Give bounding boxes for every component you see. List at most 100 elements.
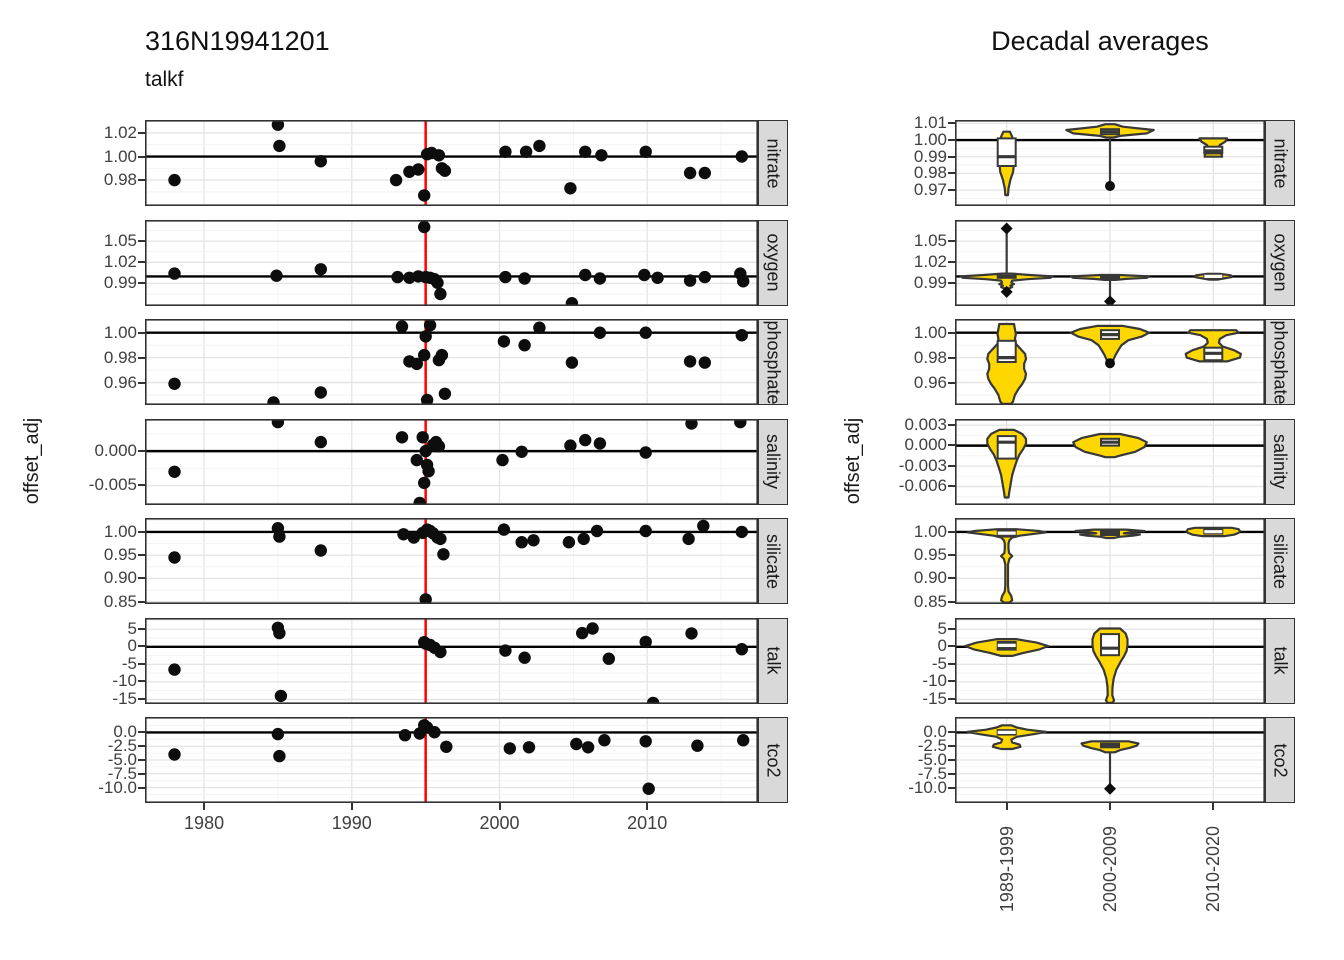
y-tick-mark (948, 155, 955, 158)
data-point (602, 652, 615, 665)
data-point (391, 270, 404, 283)
data-point (412, 163, 425, 176)
facet-strip-salinity: salinity (1265, 418, 1295, 505)
x-category-label: 1989-1999 (996, 826, 1017, 913)
left-chart-title: 316N19941201 (145, 26, 330, 56)
data-point (314, 544, 327, 557)
y-tick-label: -15 (112, 688, 137, 708)
data-point (419, 593, 432, 604)
y-tick-mark (948, 759, 955, 761)
y-tick-label: -15 (922, 688, 947, 708)
data-point (497, 523, 511, 536)
y-tick-mark (138, 662, 145, 665)
x-tick-mark (1109, 803, 1111, 810)
panel-border (145, 717, 758, 803)
y-tick-label: 0.96 (913, 372, 947, 392)
data-point (683, 273, 697, 287)
y-tick-mark (948, 444, 955, 447)
panel-border (955, 717, 1265, 803)
data-point (581, 741, 595, 754)
y-tick-label: -0.005 (88, 475, 137, 495)
facet-strip-label: salinity (1270, 433, 1291, 490)
panel-border (955, 418, 1265, 505)
y-tick-label: 0.95 (103, 545, 137, 565)
data-point (434, 645, 447, 658)
facet-panel-salinity (145, 418, 758, 505)
data-point (389, 173, 403, 187)
y-tick-mark (948, 731, 955, 734)
y-tick-mark (138, 645, 145, 648)
facet-panel-tco2 (955, 717, 1265, 803)
data-point (271, 727, 285, 741)
y-tick-label: 0.000 (904, 435, 947, 455)
data-point (735, 642, 748, 655)
facet-plot-nitrate (955, 120, 1265, 206)
x-tick-label: 2000 (479, 813, 520, 833)
y-tick-label: 0.000 (94, 440, 137, 460)
data-point (437, 548, 450, 561)
data-point (423, 319, 437, 332)
facet-strip-nitrate: nitrate (758, 120, 788, 206)
y-tick-mark (138, 381, 145, 384)
data-point (438, 164, 452, 177)
outlier-diamond (1000, 222, 1013, 234)
data-point (398, 729, 412, 742)
facet-panel-oxygen (955, 219, 1265, 306)
data-point (271, 418, 285, 428)
y-tick-mark (948, 530, 955, 533)
y-tick-mark (138, 697, 145, 700)
data-point (410, 357, 423, 371)
data-point (639, 635, 652, 648)
facet-panel-silicate (145, 518, 758, 604)
data-point (168, 173, 181, 187)
outlier-diamond (1104, 294, 1116, 306)
y-tick-label: -5.0 (107, 750, 137, 769)
data-point (683, 166, 697, 180)
y-tick-label: 0.98 (913, 163, 947, 183)
facet-strip-label: nitrate (1270, 137, 1291, 189)
y-tick-mark (138, 260, 145, 263)
data-point (438, 387, 452, 400)
y-tick-label: -10 (112, 671, 137, 691)
facet-plot-silicate (145, 518, 758, 604)
data-point (395, 320, 409, 333)
data-point (314, 435, 327, 448)
data-point (576, 626, 589, 639)
facet-strip-tco2: tco2 (758, 717, 788, 803)
outlier-dot (1105, 181, 1115, 191)
y-tick-mark (948, 356, 955, 359)
data-point (527, 534, 540, 547)
panel-border (145, 120, 758, 206)
data-point (503, 742, 516, 755)
facet-strip-label: salinity (763, 433, 784, 490)
facet-plot-talk (955, 617, 1265, 704)
data-point (168, 266, 181, 280)
y-tick-label: 1.01 (913, 113, 947, 133)
facet-panel-phosphate (955, 319, 1265, 405)
x-tick-label: 1990 (331, 813, 372, 833)
data-point (314, 262, 327, 275)
panel-border (955, 617, 1265, 704)
data-point (434, 287, 447, 300)
data-point (522, 741, 536, 754)
y-tick-mark (138, 554, 145, 557)
facet-plot-salinity (955, 418, 1265, 505)
panel-border (955, 219, 1265, 306)
facet-strip-label: oxygen (1270, 233, 1291, 292)
data-point (431, 276, 444, 289)
y-tick-mark (948, 464, 955, 467)
facet-plot-oxygen (955, 219, 1265, 306)
data-point (420, 393, 434, 405)
y-tick-label: 0.0 (113, 722, 137, 742)
right-y-axis-title: offset_adj (842, 417, 864, 505)
facet-strip-nitrate: nitrate (1265, 120, 1295, 206)
data-point (518, 271, 531, 285)
y-tick-label: -2.5 (917, 736, 947, 756)
y-tick-label: 0.99 (103, 272, 137, 292)
facet-strip-talk: talk (1265, 617, 1295, 704)
data-point (314, 386, 327, 399)
y-tick-mark (138, 179, 145, 182)
y-tick-label: 0.90 (913, 568, 947, 588)
y-tick-mark (138, 786, 145, 789)
